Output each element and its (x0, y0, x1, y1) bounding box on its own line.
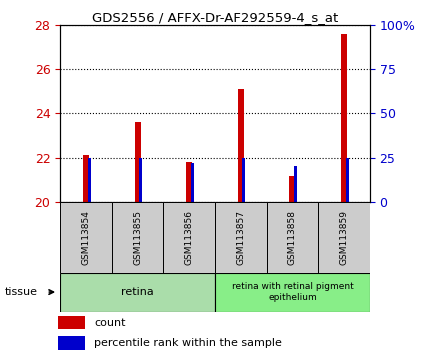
Bar (60, 202, 112, 273)
Bar (341, 34, 347, 202)
Title: GDS2556 / AFFX-Dr-AF292559-4_s_at: GDS2556 / AFFX-Dr-AF292559-4_s_at (92, 11, 338, 24)
Text: GSM113854: GSM113854 (82, 210, 90, 265)
Bar (289, 176, 295, 202)
Text: GSM113859: GSM113859 (340, 210, 348, 265)
Bar (58, 316, 85, 329)
Text: count: count (94, 318, 126, 327)
Bar (163, 202, 215, 273)
Bar (139, 158, 142, 202)
Bar (294, 166, 297, 202)
Text: GSM113856: GSM113856 (185, 210, 194, 265)
Bar (215, 202, 267, 273)
Bar (83, 155, 89, 202)
Bar (238, 89, 244, 202)
Bar (243, 158, 246, 202)
Bar (58, 336, 85, 350)
Bar (186, 162, 192, 202)
Text: retina: retina (121, 287, 154, 297)
Text: tissue: tissue (4, 287, 37, 297)
Text: retina with retinal pigment
epithelium: retina with retinal pigment epithelium (231, 282, 353, 302)
Bar (60, 273, 215, 312)
Text: GSM113855: GSM113855 (133, 210, 142, 265)
Bar (346, 158, 349, 202)
Bar (318, 202, 370, 273)
Text: GSM113858: GSM113858 (288, 210, 297, 265)
Text: GSM113857: GSM113857 (237, 210, 245, 265)
Bar (88, 158, 91, 202)
Bar (191, 163, 194, 202)
Bar (215, 273, 370, 312)
Bar (267, 202, 318, 273)
Bar (135, 122, 141, 202)
Bar (112, 202, 163, 273)
Text: percentile rank within the sample: percentile rank within the sample (94, 338, 282, 348)
